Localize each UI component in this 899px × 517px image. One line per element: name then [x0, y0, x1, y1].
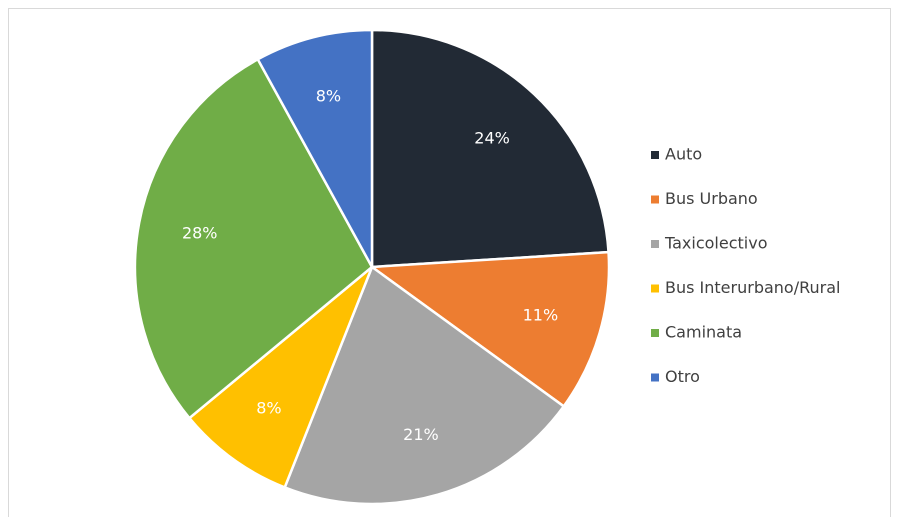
data-label: 24% — [474, 129, 510, 148]
pie-slice — [187, 266, 374, 489]
legend-marker — [651, 195, 659, 204]
legend-label: Taxicolectivo — [664, 234, 768, 253]
legend-marker — [651, 373, 659, 382]
pie-slice — [133, 57, 374, 420]
data-label: 8% — [316, 87, 341, 106]
legend-marker — [651, 329, 659, 337]
legend-label: Auto — [665, 145, 702, 164]
legend-marker — [651, 284, 659, 293]
legend-marker — [651, 240, 659, 248]
data-label: 8% — [256, 398, 281, 417]
legend-label: Otro — [665, 367, 700, 386]
legend-label: Bus Urbano — [665, 189, 758, 208]
data-label: 28% — [182, 224, 218, 243]
pie-slice — [368, 250, 611, 409]
pie-slice — [256, 28, 374, 268]
pie-slice — [370, 28, 610, 269]
data-label: 11% — [523, 305, 559, 324]
legend-label: Caminata — [665, 323, 742, 342]
pie-slice — [283, 265, 566, 506]
legend-marker — [651, 151, 659, 159]
data-label: 21% — [403, 425, 439, 444]
legend-label: Bus Interurbano/Rural — [665, 278, 840, 297]
